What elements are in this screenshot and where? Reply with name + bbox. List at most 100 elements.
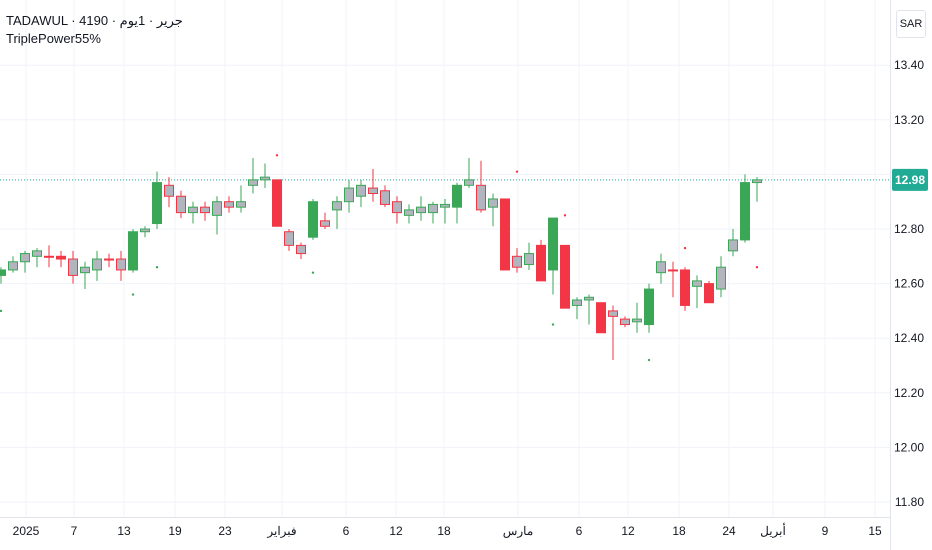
price-tick-label: 13.20 [894, 113, 924, 127]
candle-body [392, 201, 402, 214]
candle[interactable] [740, 174, 750, 243]
candle[interactable] [32, 248, 42, 268]
candle-body [212, 201, 222, 216]
candle[interactable] [308, 198, 318, 240]
candle[interactable] [140, 226, 150, 238]
candle-body [368, 187, 378, 195]
candle[interactable] [68, 250, 78, 284]
candle-body [260, 176, 270, 181]
candle[interactable] [188, 201, 198, 224]
chart-header: TADAWUL · 4190 · جرير · 1يوم TriplePower… [6, 12, 183, 48]
candle[interactable] [728, 229, 738, 257]
candle-body [344, 187, 354, 203]
candle[interactable] [416, 196, 426, 221]
candle[interactable] [104, 253, 114, 268]
candle[interactable] [608, 305, 618, 361]
candle-body [584, 296, 594, 301]
signal-dot [0, 309, 3, 313]
candle-body [116, 258, 126, 271]
candle[interactable] [404, 204, 414, 224]
candle[interactable] [44, 245, 54, 268]
price-tick-label: 11.80 [895, 495, 924, 509]
candle-body [476, 184, 486, 211]
candle[interactable] [512, 248, 522, 273]
currency-button[interactable]: SAR [896, 10, 926, 38]
candle[interactable] [0, 267, 6, 284]
candle[interactable] [296, 242, 306, 260]
candle[interactable] [560, 244, 570, 309]
candle[interactable] [368, 168, 378, 202]
candle-body [608, 310, 618, 317]
candle[interactable] [452, 182, 462, 224]
candle[interactable] [752, 177, 762, 202]
last-price-badge: 12.98 [892, 168, 928, 191]
candle[interactable] [680, 267, 690, 311]
time-tick-label: فبراير [266, 524, 296, 538]
signal-dot [275, 154, 279, 157]
candle[interactable] [548, 217, 558, 295]
candle[interactable] [164, 177, 174, 208]
candle[interactable] [236, 185, 246, 213]
candle[interactable] [692, 275, 702, 309]
candle-body [728, 239, 738, 252]
candle[interactable] [344, 179, 354, 213]
candle-body [632, 318, 642, 323]
candle[interactable] [224, 196, 234, 213]
price-axis[interactable]: 13.40 13.20 12.80 12.60 12.40 12.20 12.00 11.80 [894, 58, 924, 509]
candles[interactable] [0, 158, 762, 361]
signal-dot [563, 214, 567, 217]
candle[interactable] [536, 239, 546, 282]
candle-body [404, 209, 414, 216]
candle[interactable] [128, 229, 138, 273]
candle[interactable] [8, 256, 18, 273]
candle[interactable] [380, 185, 390, 208]
time-tick-label: أبريل [760, 523, 786, 538]
candle[interactable] [392, 196, 402, 224]
candle[interactable] [668, 261, 678, 298]
candle[interactable] [464, 158, 474, 189]
candle[interactable] [644, 283, 654, 333]
candle[interactable] [20, 250, 30, 273]
candle[interactable] [92, 250, 102, 281]
candle[interactable] [116, 250, 126, 281]
candle[interactable] [716, 256, 726, 298]
candle[interactable] [488, 193, 498, 227]
time-tick-label: 23 [218, 524, 232, 538]
candle[interactable] [356, 179, 366, 208]
candle-body [176, 195, 186, 214]
candle[interactable] [572, 297, 582, 320]
candle[interactable] [176, 190, 186, 219]
price-tick-label: 13.40 [894, 58, 924, 72]
indicator-label[interactable]: TriplePower55% [6, 31, 101, 46]
candle[interactable] [248, 158, 258, 194]
candle[interactable] [632, 302, 642, 333]
candle[interactable] [320, 212, 330, 229]
candle[interactable] [284, 229, 294, 251]
symbol-title[interactable]: TADAWUL · 4190 · جرير · 1يوم [6, 13, 183, 28]
candle[interactable] [584, 294, 594, 325]
candle[interactable] [332, 196, 342, 229]
time-axis[interactable]: 2025 7 13 19 23 فبراير 6 12 18 مارس 6 12 18 24 أبريل 9 1… [13, 523, 882, 538]
candle[interactable] [524, 242, 534, 270]
candle[interactable] [80, 261, 90, 290]
candle[interactable] [260, 163, 270, 189]
candle[interactable] [476, 160, 486, 213]
candle[interactable] [656, 253, 666, 284]
candle[interactable] [56, 250, 66, 268]
candle[interactable] [704, 280, 714, 304]
candle[interactable] [272, 179, 282, 227]
candle-body [488, 198, 498, 208]
candle[interactable] [500, 198, 510, 271]
candle[interactable] [200, 201, 210, 221]
candle[interactable] [440, 198, 450, 224]
candle-body [164, 184, 174, 197]
candle[interactable] [152, 171, 162, 229]
candle-body [356, 184, 366, 197]
candle[interactable] [596, 302, 606, 334]
candle-body [428, 203, 438, 214]
candle[interactable] [212, 196, 222, 235]
price-tick-label: 12.60 [894, 277, 924, 291]
candle[interactable] [620, 316, 630, 328]
candle[interactable] [428, 201, 438, 224]
